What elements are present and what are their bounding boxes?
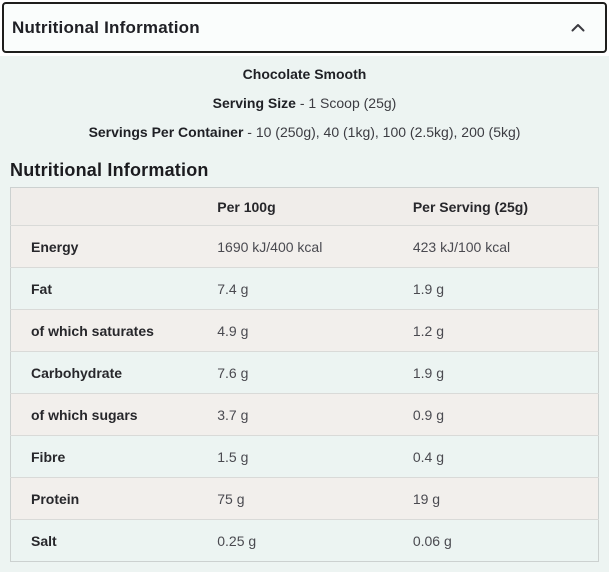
serving-size-label: Serving Size <box>212 95 296 111</box>
nutrient-label: Protein <box>31 490 80 507</box>
chevron-up-icon[interactable] <box>571 23 585 32</box>
per-serving-value: 1.9 g <box>412 364 444 381</box>
servings-per-container-line: Servings Per Container - 10 (250g), 40 (… <box>0 124 609 140</box>
nutrition-table: Per 100g Per Serving (25g) Energy 1690 k… <box>10 187 599 562</box>
flavour-name: Chocolate Smooth <box>242 66 367 82</box>
nutrient-label: Carbohydrate <box>31 364 123 381</box>
per-100g-value: 0.25 g <box>217 532 257 549</box>
servings-per-container-label: Servings Per Container <box>88 124 244 140</box>
per-100g-value: 3.7 g <box>217 406 249 423</box>
per-serving-value: 0.06 g <box>412 532 452 549</box>
table-row: Energy 1690 kJ/400 kcal 423 kJ/100 kcal <box>10 225 599 268</box>
per-serving-value: 1.2 g <box>412 322 444 339</box>
nutrient-label: Energy <box>31 238 79 255</box>
per-serving-value: 0.9 g <box>412 406 444 423</box>
per-100g-column-header: Per 100g <box>217 198 276 215</box>
per-100g-value: 1.5 g <box>217 448 249 465</box>
accordion-header-nutritional-information[interactable]: Nutritional Information <box>2 2 607 53</box>
accordion-content: Chocolate Smooth Serving Size - 1 Scoop … <box>0 56 609 572</box>
section-heading: Nutritional Information <box>10 160 209 180</box>
table-row: of which saturates 4.9 g 1.2 g <box>10 309 599 352</box>
nutrient-label: of which sugars <box>31 406 138 423</box>
table-row: of which sugars 3.7 g 0.9 g <box>10 393 599 436</box>
nutrient-column-header <box>11 188 218 226</box>
per-100g-value: 7.6 g <box>217 364 249 381</box>
servings-per-container-value: - 10 (250g), 40 (1kg), 100 (2.5kg), 200 … <box>247 124 521 140</box>
per-serving-value: 19 g <box>412 490 441 507</box>
table-row: Salt 0.25 g 0.06 g <box>10 519 599 562</box>
nutrient-label: Salt <box>31 532 57 549</box>
per-100g-value: 75 g <box>217 490 245 507</box>
per-100g-value: 7.4 g <box>217 280 249 297</box>
nutrient-label: of which saturates <box>31 322 154 339</box>
per-100g-value: 4.9 g <box>217 322 249 339</box>
nutrient-label: Fibre <box>31 448 66 465</box>
nutrient-label: Fat <box>31 280 52 297</box>
table-row: Fibre 1.5 g 0.4 g <box>10 435 599 478</box>
table-header-row: Per 100g Per Serving (25g) <box>10 187 599 226</box>
per-serving-value: 1.9 g <box>412 280 444 297</box>
table-row: Carbohydrate 7.6 g 1.9 g <box>10 351 599 394</box>
table-row: Protein 75 g 19 g <box>10 477 599 520</box>
per-serving-value: 0.4 g <box>412 448 444 465</box>
table-row: Fat 7.4 g 1.9 g <box>10 267 599 310</box>
per-serving-column-header: Per Serving (25g) <box>412 198 528 215</box>
serving-size-line: Serving Size - 1 Scoop (25g) <box>0 95 609 111</box>
per-100g-value: 1690 kJ/400 kcal <box>217 238 323 255</box>
serving-size-value: - 1 Scoop (25g) <box>299 95 397 111</box>
accordion-title: Nutritional Information <box>12 17 200 37</box>
per-serving-value: 423 kJ/100 kcal <box>412 238 511 255</box>
